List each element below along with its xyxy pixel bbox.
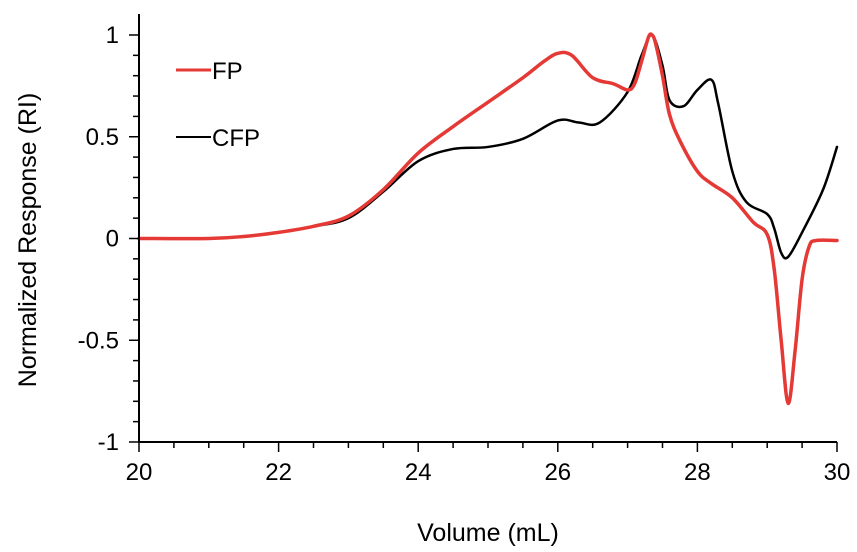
x-tick-label: 28 (684, 459, 711, 486)
legend: FP CFP (176, 58, 260, 152)
axes-layer (129, 14, 838, 452)
y-tick-label: 0.5 (86, 124, 119, 151)
legend-label-fp: FP (212, 58, 243, 85)
x-tick-label: 24 (405, 459, 432, 486)
legend-label-cfp: CFP (212, 125, 260, 152)
y-axis-title: Normalized Response (RI) (14, 93, 42, 388)
x-tick-label: 22 (265, 459, 292, 486)
y-tick-label: -1 (98, 429, 119, 456)
x-tick-label: 30 (824, 459, 851, 486)
y-tick-label: 1 (106, 22, 119, 49)
series-line-fp (137, 32, 839, 406)
series-layer (137, 32, 839, 406)
y-tick-label: -0.5 (78, 327, 119, 354)
x-tick-label: 26 (544, 459, 571, 486)
x-axis-title: Volume (mL) (417, 519, 559, 547)
x-tick-label: 20 (126, 459, 153, 486)
y-tick-label: 0 (106, 226, 119, 253)
labels-layer: 20 22 24 26 28 30 -1 -0.5 0 0.5 1 (78, 22, 851, 486)
